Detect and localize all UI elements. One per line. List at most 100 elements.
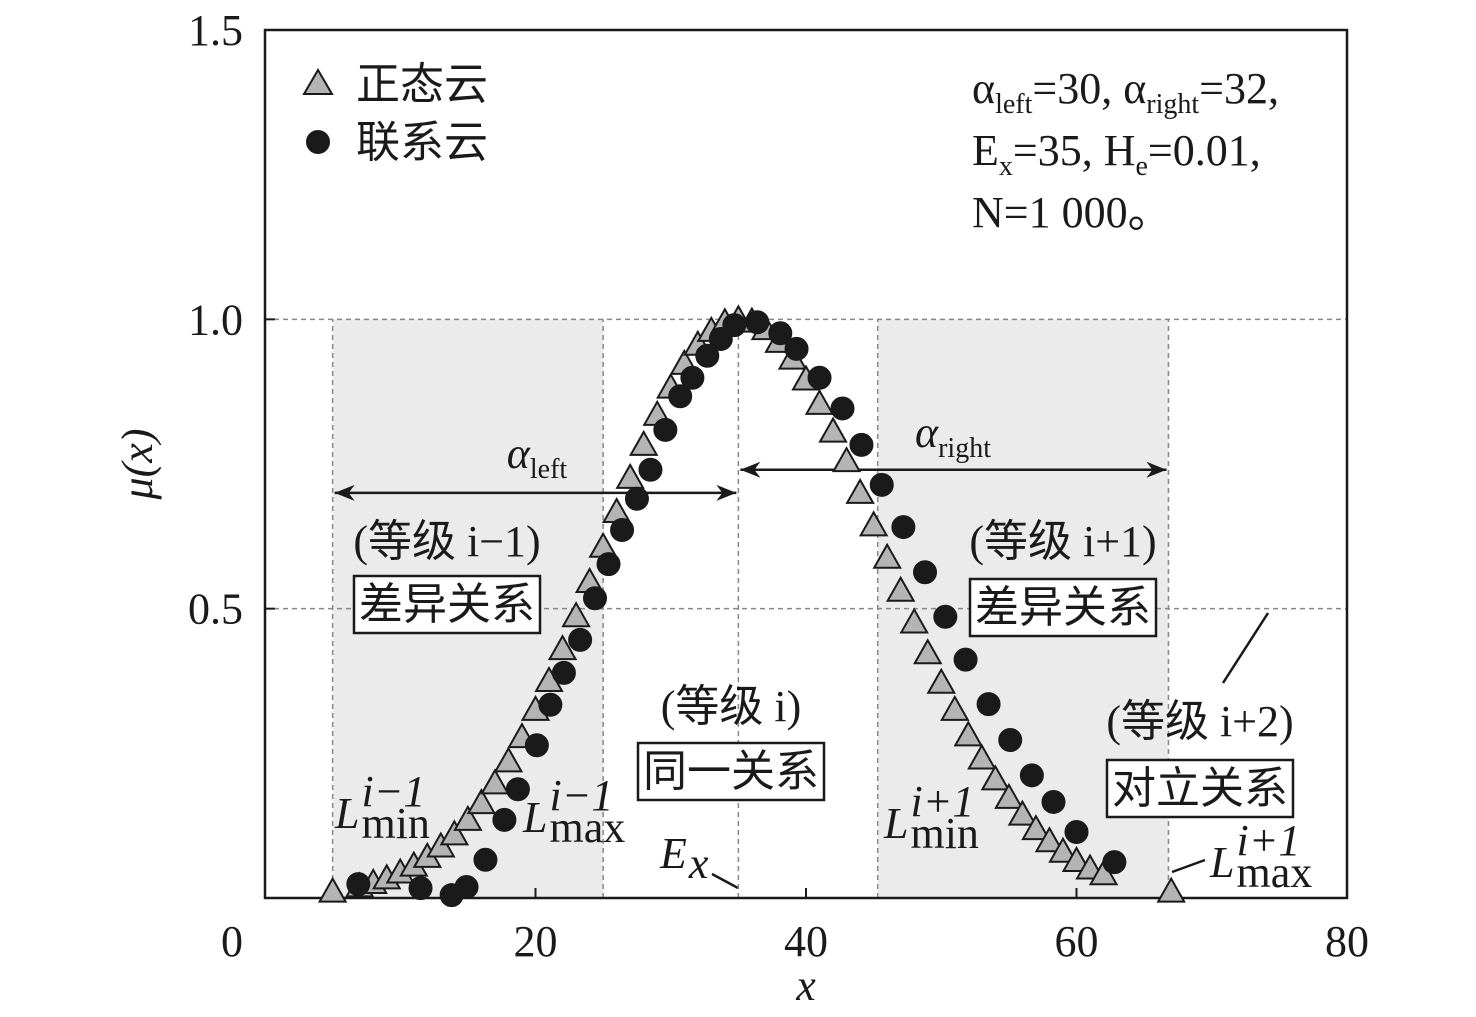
circle-point	[869, 472, 894, 497]
circle-point	[583, 586, 608, 611]
circle-point	[1019, 763, 1044, 788]
params-line: αleft=30, αright=32,	[972, 64, 1279, 120]
y-axis-label: μ(x)	[113, 429, 162, 501]
circle-point	[624, 486, 649, 511]
bound-label: L	[883, 799, 908, 848]
circle-point	[653, 417, 678, 442]
bound-label-sup: i−1	[549, 771, 613, 820]
bound-label-sup: i+1	[1236, 816, 1300, 865]
triangle-point	[453, 804, 483, 831]
relation-label: 对立关系	[1112, 764, 1288, 813]
label-base: α	[507, 429, 531, 478]
circle-point	[1102, 850, 1127, 875]
circle-point	[668, 384, 693, 409]
triangle-point	[926, 667, 956, 694]
bound-label: L	[1209, 838, 1234, 887]
triangle-point	[317, 876, 348, 903]
param-text: =35, H	[1013, 126, 1136, 175]
bound-label: L	[334, 789, 359, 838]
y-tick-label: 1.0	[188, 295, 243, 344]
triangle-point	[561, 601, 591, 628]
circle-point	[849, 432, 874, 457]
circle-point	[998, 728, 1023, 753]
triangle-point	[899, 607, 929, 634]
leader-line	[711, 872, 739, 890]
circle-point	[807, 365, 832, 390]
relation-label: 同一关系	[643, 747, 819, 796]
triangle-point	[804, 388, 835, 415]
triangle-point	[913, 638, 943, 665]
leader-line	[1171, 858, 1206, 874]
x-tick-label: 80	[1325, 917, 1369, 966]
legend-label: 正态云	[356, 60, 488, 109]
circle-point	[568, 627, 593, 652]
relation-box	[636, 741, 826, 802]
circle-point	[551, 660, 576, 685]
circle-point	[768, 321, 793, 346]
triangle-point	[858, 510, 889, 537]
param-sub: x	[999, 151, 1013, 182]
relation-box	[1105, 758, 1295, 819]
circle-point	[680, 365, 705, 390]
bound-label: E	[659, 829, 687, 878]
triangle-point	[493, 746, 524, 773]
triangle-point	[615, 462, 645, 489]
bound-label-sub: min	[361, 799, 429, 848]
circle-point	[505, 777, 530, 802]
circle-point	[638, 457, 663, 482]
triangle-point	[480, 768, 510, 795]
grade-label: (等级 i−1)	[353, 517, 540, 566]
relation-box	[968, 577, 1158, 638]
circle-point	[1064, 820, 1089, 845]
grade-label: (等级 i+1)	[969, 517, 1156, 566]
plot-frame	[263, 28, 1349, 900]
param-text: N=1 000。	[972, 188, 1172, 237]
param-text: E	[972, 126, 999, 175]
label-sub: right	[938, 433, 991, 464]
circle-point	[473, 847, 498, 872]
triangle-point	[953, 720, 984, 747]
triangle-point	[845, 477, 875, 504]
x-tick-label: 40	[784, 917, 828, 966]
bound-label-sub: max	[549, 803, 625, 852]
relation-label: 差异关系	[359, 580, 535, 629]
circle-point	[784, 336, 809, 361]
label-base: α	[915, 408, 939, 457]
params-line: N=1 000。	[972, 188, 1172, 237]
param-sub: right	[1146, 89, 1199, 120]
grade-label: (等级 i)	[661, 682, 802, 731]
triangle-point	[831, 446, 862, 473]
bound-label-sup: i−1	[361, 767, 425, 816]
circle-point	[933, 604, 958, 629]
triangle-point	[1156, 876, 1186, 903]
bound-label-sup: i+1	[910, 777, 974, 826]
circle-point	[745, 310, 770, 335]
triangle-point	[994, 782, 1024, 809]
param-sub: e	[1135, 151, 1147, 182]
x-axis-label: x	[795, 961, 816, 1010]
param-sub: left	[995, 89, 1033, 120]
bound-label-sub: max	[1236, 848, 1312, 897]
triangle-point	[1061, 845, 1092, 872]
legend-marker	[306, 130, 330, 154]
grade-label: (等级 i+2)	[1106, 697, 1293, 746]
x-tick-label: 60	[1055, 917, 1099, 966]
triangle-point	[980, 764, 1011, 791]
relation-label: 差异关系	[975, 583, 1151, 632]
relation-box	[352, 574, 542, 635]
x-tick-label: 20	[514, 917, 558, 966]
triangle-point	[1048, 836, 1078, 863]
arrow-label: αright	[915, 408, 991, 464]
circle-point	[722, 313, 747, 338]
circle-point	[976, 692, 1001, 717]
triangle-point	[439, 819, 470, 846]
y-tick-label: 0.5	[188, 585, 243, 634]
circle-point	[891, 515, 916, 540]
bound-label-sub: x	[688, 839, 709, 888]
circle-point	[346, 872, 371, 897]
circle-point	[538, 692, 563, 717]
triangle-point	[547, 634, 578, 661]
circle-point	[524, 733, 549, 758]
params-line: Ex=35, He=0.01,	[972, 126, 1261, 182]
